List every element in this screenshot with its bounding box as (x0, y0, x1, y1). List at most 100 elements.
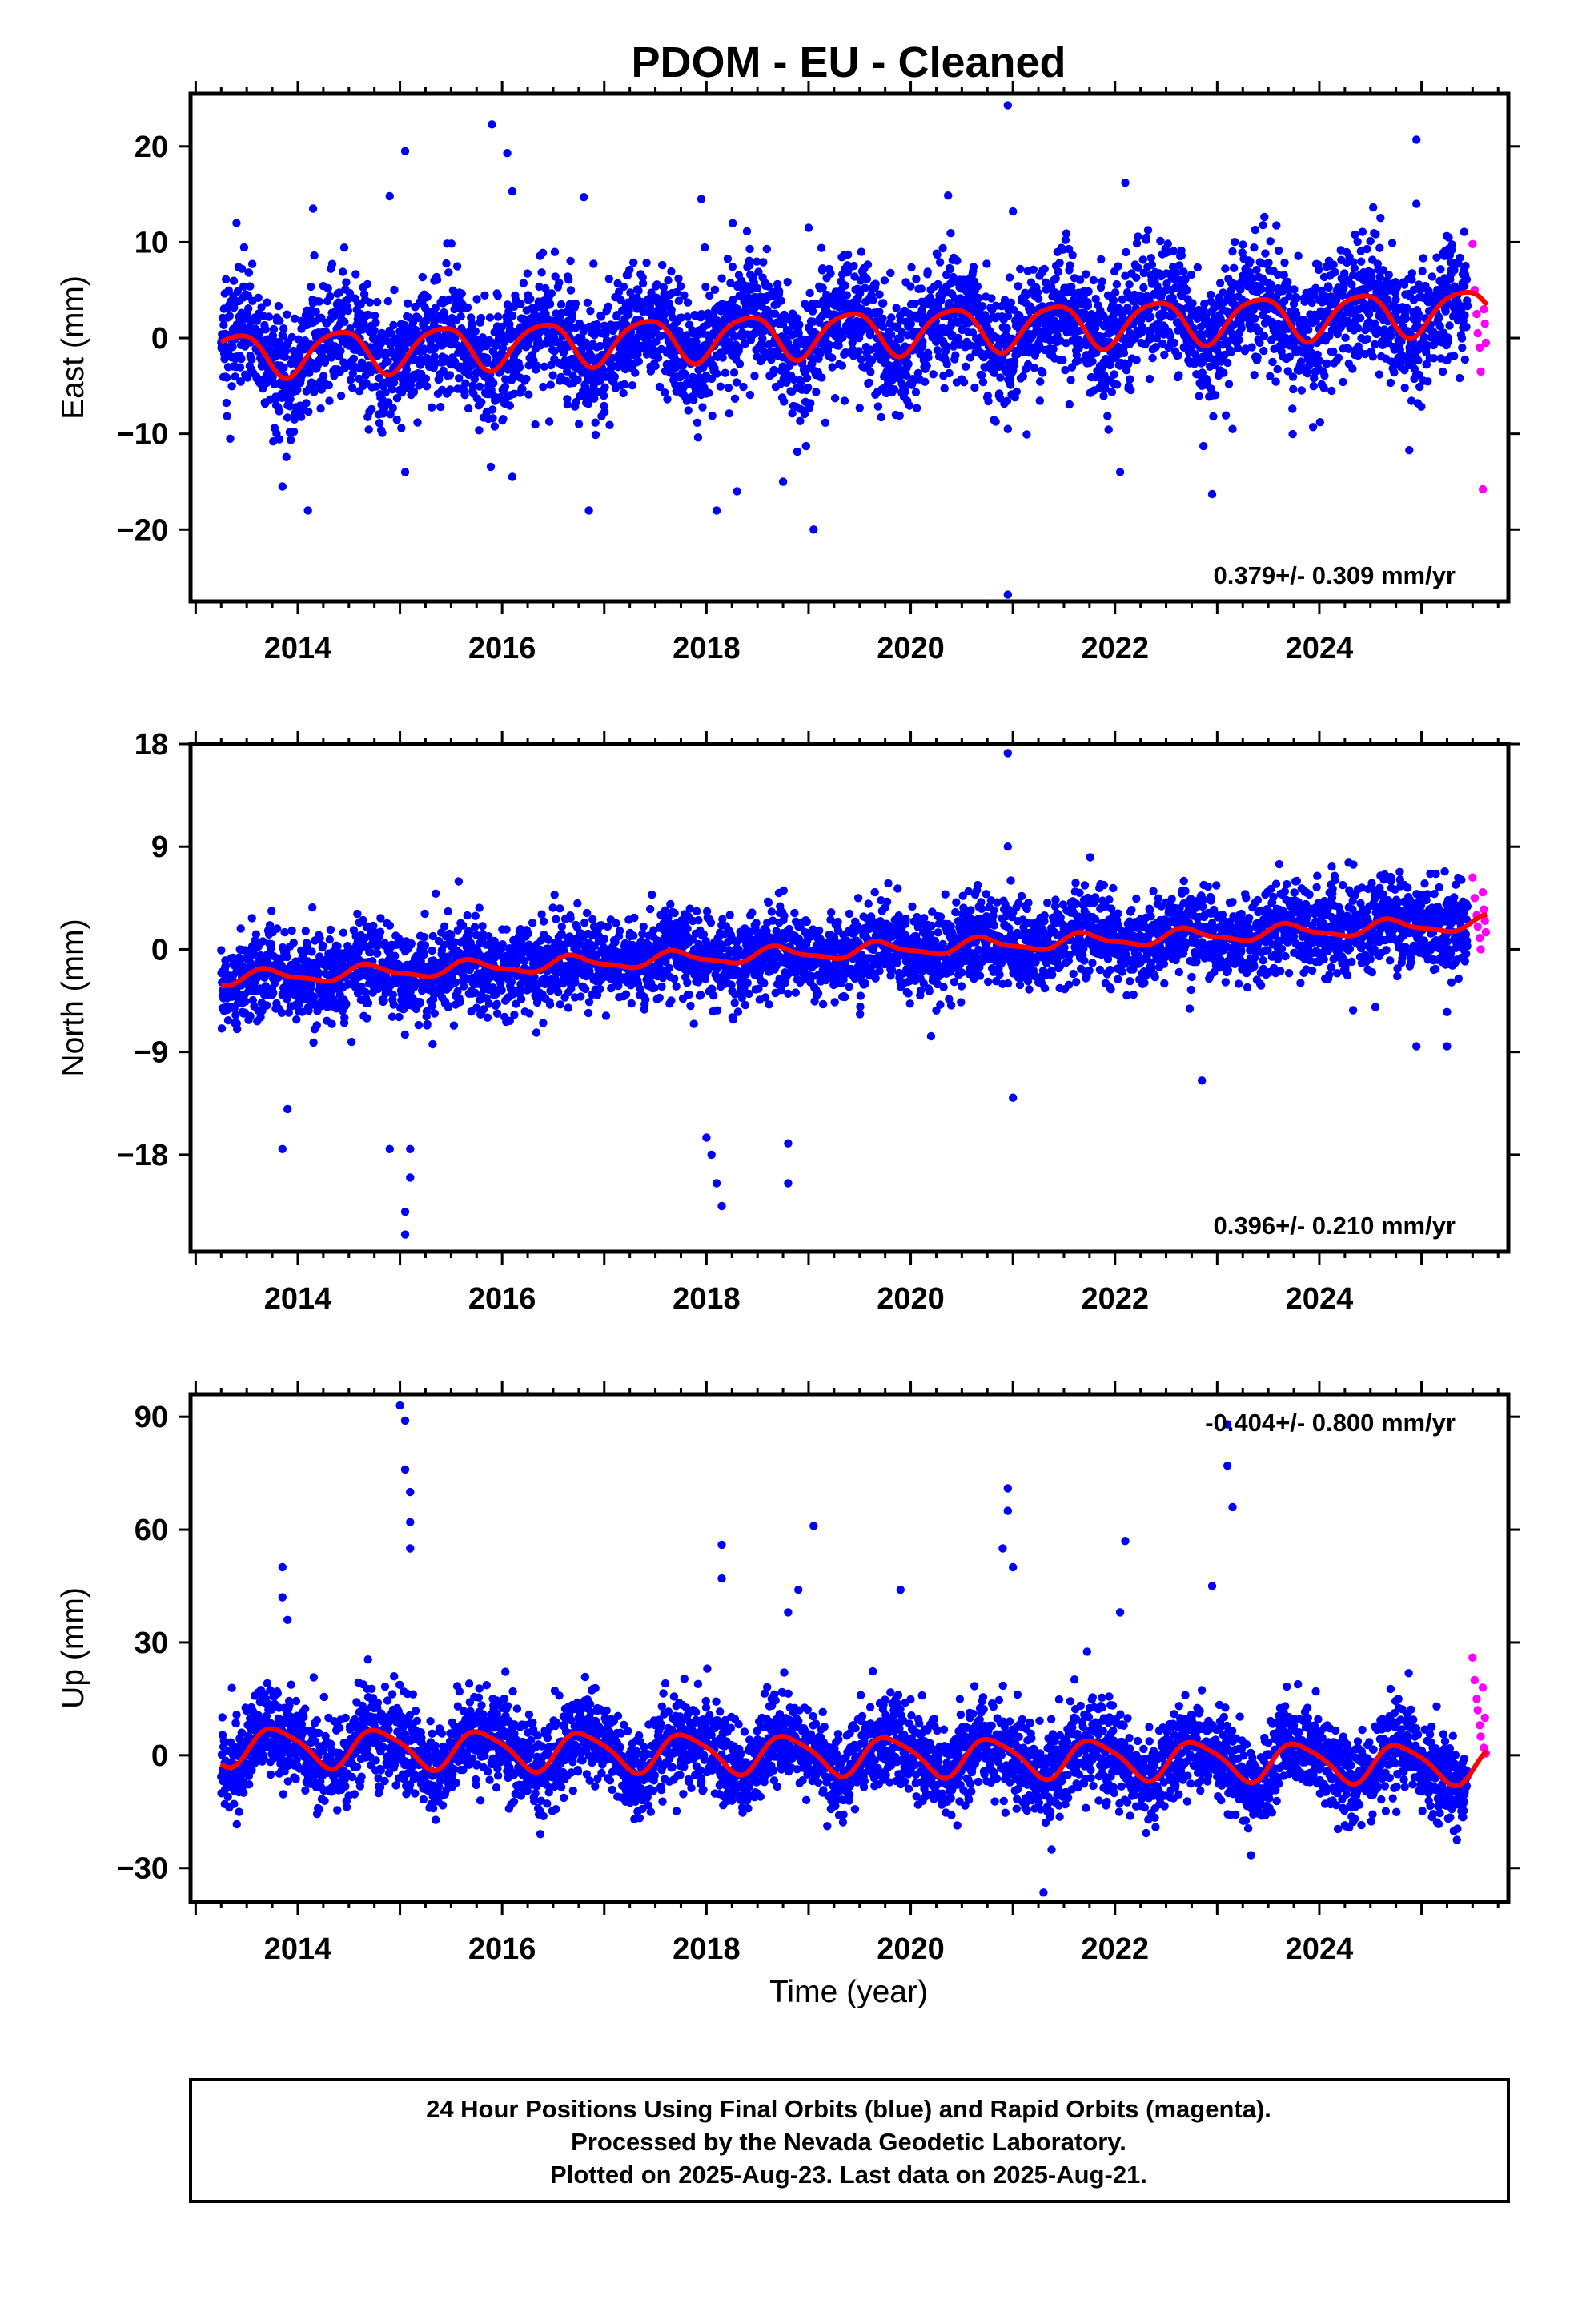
final-orbit-point (282, 452, 291, 461)
final-orbit-point (346, 376, 355, 384)
final-orbit-point (735, 343, 744, 352)
final-orbit-point (1148, 353, 1157, 363)
final-orbit-point (861, 283, 869, 292)
final-orbit-point (447, 239, 456, 248)
rapid-orbit-point (1473, 328, 1482, 338)
final-orbit-point (1371, 340, 1379, 349)
final-orbit-point (445, 371, 455, 380)
final-orbit-point (335, 288, 343, 297)
final-orbit-point (325, 935, 334, 944)
final-orbit-point (1447, 240, 1456, 249)
final-orbit-point (1142, 233, 1151, 242)
final-orbit-point (1162, 279, 1171, 288)
final-orbit-point (1132, 273, 1141, 282)
final-orbit-point (1188, 299, 1197, 308)
final-orbit-point (1387, 331, 1395, 340)
final-orbit-point (490, 422, 500, 431)
final-orbit-point (838, 333, 847, 342)
final-orbit-point (1091, 295, 1100, 304)
final-orbit-point (488, 414, 497, 423)
final-orbit-point (1353, 237, 1362, 247)
final-orbit-point (945, 299, 954, 308)
final-orbit-point (759, 258, 768, 267)
final-orbit-point (1422, 360, 1431, 369)
final-orbit-point (263, 298, 271, 307)
final-orbit-outlier (1003, 424, 1013, 433)
final-orbit-point (476, 313, 485, 323)
final-orbit-point (1113, 380, 1122, 389)
final-orbit-point (921, 377, 930, 386)
x-tick-label: 2016 (468, 632, 536, 665)
velocity-rate-label: 0.379+/- 0.309 mm/yr (1214, 561, 1456, 589)
final-orbit-point (571, 299, 580, 308)
final-orbit-point (1110, 288, 1120, 297)
final-orbit-point (933, 346, 942, 355)
final-orbit-point (1288, 372, 1298, 381)
final-orbit-point (954, 333, 963, 343)
final-orbit-point (217, 1024, 227, 1033)
final-orbit-point (1101, 384, 1110, 393)
final-orbit-point (942, 342, 951, 351)
final-orbit-point (493, 292, 502, 300)
final-orbit-point (523, 269, 532, 278)
final-orbit-point (237, 354, 246, 364)
final-orbit-point (1233, 344, 1243, 352)
final-orbit-point (241, 997, 250, 1006)
final-orbit-point (1250, 243, 1259, 252)
final-orbit-point (1264, 258, 1273, 267)
final-orbit-point (1066, 376, 1075, 384)
final-orbit-point (1036, 377, 1045, 386)
final-orbit-point (1418, 267, 1427, 275)
final-orbit-point (1463, 301, 1472, 311)
final-orbit-point (269, 324, 279, 334)
final-orbit-point (564, 275, 573, 284)
final-orbit-outlier (1003, 101, 1013, 110)
final-orbit-point (604, 275, 613, 283)
final-orbit-point (1419, 332, 1429, 341)
final-orbit-point (745, 244, 754, 254)
final-orbit-point (1375, 370, 1384, 379)
final-orbit-point (809, 317, 817, 326)
final-orbit-point (842, 291, 852, 300)
final-orbit-point (1146, 312, 1155, 321)
final-orbit-outlier (580, 193, 588, 202)
final-orbit-point (1030, 364, 1039, 372)
final-orbit-point (701, 243, 709, 252)
final-orbit-point (1432, 253, 1441, 262)
final-orbit-point (692, 337, 701, 347)
final-orbit-point (1035, 396, 1045, 405)
final-orbit-point (279, 363, 288, 372)
final-orbit-point (724, 384, 733, 392)
final-orbit-point (962, 362, 970, 371)
final-orbit-outlier (503, 149, 512, 158)
final-orbit-point (828, 363, 837, 372)
final-orbit-point (886, 268, 895, 278)
final-orbit-point (345, 288, 355, 298)
final-orbit-point (236, 924, 245, 933)
final-orbit-point (418, 272, 427, 282)
final-orbit-point (1014, 282, 1022, 291)
final-orbit-point (1231, 238, 1239, 247)
final-orbit-point (653, 353, 663, 362)
final-orbit-point (1230, 263, 1239, 272)
final-orbit-point (834, 341, 843, 350)
final-orbit-point (1457, 334, 1467, 343)
final-orbit-point (508, 312, 517, 320)
rapid-orbit-point (1472, 309, 1481, 319)
final-orbit-point (1274, 246, 1283, 255)
final-orbit-point (856, 289, 865, 298)
final-orbit-point (1006, 298, 1016, 307)
final-orbit-point (519, 279, 528, 287)
final-orbit-point (987, 294, 996, 303)
final-orbit-point (457, 289, 466, 298)
final-orbit-point (672, 287, 681, 297)
final-orbit-point (383, 357, 392, 366)
final-orbit-point (452, 262, 462, 271)
final-orbit-point (237, 264, 247, 273)
final-orbit-point (455, 374, 464, 383)
final-orbit-point (1121, 271, 1130, 280)
final-orbit-point (1193, 263, 1203, 272)
final-orbit-point (1268, 357, 1277, 367)
final-orbit-outlier (584, 506, 593, 515)
